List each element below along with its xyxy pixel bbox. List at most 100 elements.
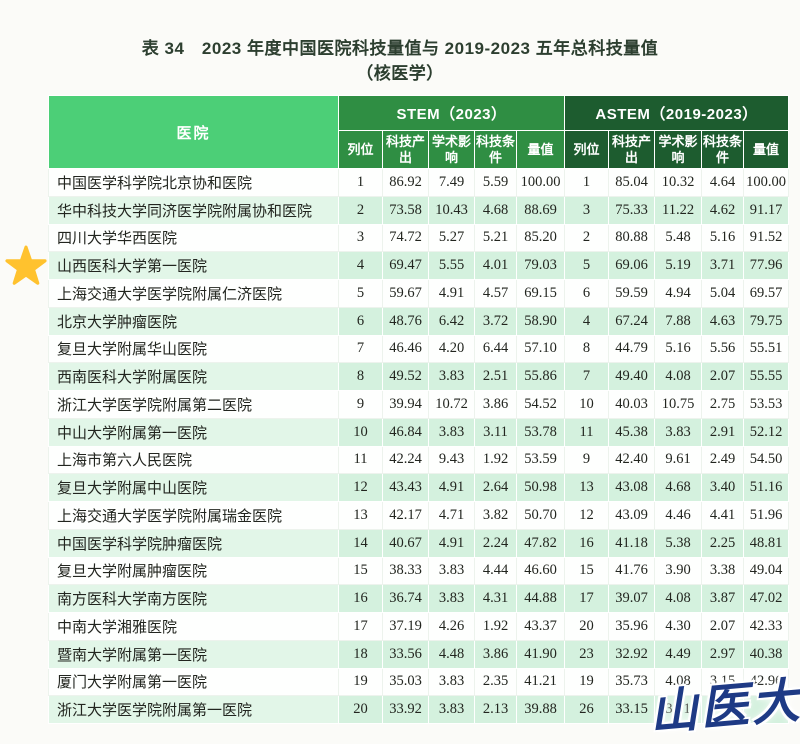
stem-cell: 4 <box>338 251 383 280</box>
stem-cell: 4.91 <box>428 473 475 502</box>
hospital-name: 北京大学肿瘤医院 <box>48 306 339 336</box>
stem-cell: 7.49 <box>428 168 475 197</box>
table-row: 上海交通大学医学院附属仁济医院 5 59.67 4.91 4.57 69.15 6 59.59… <box>48 279 790 308</box>
stem-cell: 7 <box>338 334 383 364</box>
table-row: 南方医科大学南方医院 16 36.74 3.83 4.31 44.88 17 39.07 4.0… <box>48 584 790 613</box>
astem-cell: 59.59 <box>608 279 656 308</box>
astem-cell: 4.68 <box>654 473 703 502</box>
stem-cell: 5.21 <box>474 223 517 253</box>
stem-cell: 1 <box>338 168 383 197</box>
astem-cell: 55.55 <box>743 362 790 391</box>
stem-cell: 4.71 <box>428 501 475 530</box>
stem-cell: 10.72 <box>428 390 475 419</box>
stem-cell: 69.15 <box>515 279 566 308</box>
watermark: 山医大 <box>647 672 800 742</box>
astem-cell: 13 <box>564 473 610 502</box>
astem-cell: 4.49 <box>654 639 703 669</box>
astem-cell: 2 <box>564 223 610 253</box>
astem-cell: 15 <box>564 556 610 586</box>
astem-cell: 51.96 <box>743 501 790 530</box>
stem-cell: 50.98 <box>515 473 566 502</box>
astem-cell: 5.38 <box>654 528 703 558</box>
astem-cell: 3 <box>564 195 610 225</box>
stem-cell: 79.03 <box>515 251 566 280</box>
stem-cell: 37.19 <box>382 612 429 641</box>
stem-cell: 12 <box>338 473 383 502</box>
hospital-name: 浙江大学医学院附属第二医院 <box>48 390 339 419</box>
table-row: 厦门大学附属第一医院 19 35.03 3.83 2.35 41.21 19 35.73 4.0… <box>48 667 790 697</box>
astem-cell: 49.04 <box>743 556 790 586</box>
astem-cell: 5.16 <box>654 334 703 364</box>
astem-cell: 33.15 <box>608 695 656 724</box>
stem-cell: 16 <box>338 584 383 613</box>
astem-cell: 4.63 <box>701 306 745 336</box>
astem-cell: 49.40 <box>608 362 656 391</box>
stem-cell: 3.82 <box>474 501 517 530</box>
astem-cell: 9.61 <box>654 445 703 475</box>
astem-cell: 42.33 <box>743 612 790 641</box>
stem-cell: 3.83 <box>428 417 475 447</box>
astem-cell: 79.75 <box>743 306 790 336</box>
table-row: 暨南大学附属第一医院 18 33.56 4.48 3.86 41.90 23 32.92 4.4… <box>48 639 790 669</box>
hospital-name: 上海交通大学医学院附属瑞金医院 <box>48 501 339 530</box>
astem-cell: 41.18 <box>608 528 656 558</box>
stem-cell: 88.69 <box>515 195 566 225</box>
stem-cell: 1.92 <box>474 445 517 475</box>
stem-cell: 3.11 <box>474 417 517 447</box>
stem-cell: 57.10 <box>515 334 566 364</box>
stem-cell: 1.92 <box>474 612 517 641</box>
table-row: 复旦大学附属中山医院 12 43.43 4.91 2.64 50.98 13 43.08 4.6… <box>48 473 790 502</box>
astem-cell: 42.96 <box>743 667 790 697</box>
astem-cell: 2.25 <box>701 528 745 558</box>
astem-cell: 100.00 <box>743 168 790 197</box>
stem-cell: 43.43 <box>382 473 429 502</box>
stem-cell: 41.21 <box>515 667 566 697</box>
header-group-row: 医院 STEM（2023） ASTEM（2019-2023） <box>48 95 790 169</box>
title-line2: （核医学） <box>356 64 444 83</box>
stem-cell: 2 <box>338 195 383 225</box>
stem-cell: 53.59 <box>515 445 566 475</box>
astem-cell: 23 <box>564 639 610 669</box>
astem-cell: 2.97 <box>701 639 745 669</box>
stem-cell: 2.35 <box>474 667 517 697</box>
stem-cell: 3.83 <box>428 667 475 697</box>
stem-cell: 3.86 <box>474 390 517 419</box>
stem-cell: 59.67 <box>382 279 429 308</box>
hospital-name: 南方医科大学南方医院 <box>48 584 339 613</box>
column-group-astem: ASTEM（2019-2023） <box>564 95 790 131</box>
table-row: 山西医科大学第一医院 4 69.47 5.55 4.01 79.03 5 69.06 5.19 3… <box>48 251 790 280</box>
hospital-name: 复旦大学附属中山医院 <box>48 473 339 502</box>
astem-cell: 32.92 <box>608 639 656 669</box>
astem-cell: 4.46 <box>654 501 703 530</box>
astem-cell: 4.62 <box>701 195 745 225</box>
stem-cell: 3.83 <box>428 695 475 724</box>
stem-cell: 36.74 <box>382 584 429 613</box>
astem-cell: 7 <box>564 362 610 391</box>
table-row: 四川大学华西医院 3 74.72 5.27 5.21 85.20 2 80.88 5.48 5.1… <box>48 223 790 253</box>
stem-cell: 43.37 <box>515 612 566 641</box>
astem-cell: 40.03 <box>608 390 656 419</box>
stem-cell: 49.52 <box>382 362 429 391</box>
astem-cell: 40.38 <box>743 639 790 669</box>
column-header-astem-0: 列位 <box>564 130 610 169</box>
stem-cell: 39.94 <box>382 390 429 419</box>
astem-cell: 3.71 <box>701 251 745 280</box>
astem-cell: 5.48 <box>654 223 703 253</box>
astem-cell: 69.57 <box>743 279 790 308</box>
stem-cell: 8 <box>338 362 383 391</box>
stem-cell: 3.86 <box>474 639 517 669</box>
hospital-name: 中南大学湘雅医院 <box>48 612 339 641</box>
hospital-name: 四川大学华西医院 <box>48 223 339 253</box>
stem-cell: 73.58 <box>382 195 429 225</box>
hospital-name: 上海交通大学医学院附属仁济医院 <box>48 279 339 308</box>
column-header-stem-4: 量值 <box>515 130 566 169</box>
stem-cell: 11 <box>338 445 383 475</box>
astem-cell: 3.83 <box>654 417 703 447</box>
table-row: 中山大学附属第一医院 10 46.84 3.83 3.11 53.78 11 45.38 3.8… <box>48 417 790 447</box>
hospital-name: 浙江大学医学院附属第一医院 <box>48 695 339 724</box>
astem-cell: 91.17 <box>743 195 790 225</box>
stem-cell: 18 <box>338 639 383 669</box>
stem-cell: 2.24 <box>474 528 517 558</box>
stem-cell: 47.82 <box>515 528 566 558</box>
stem-cell: 100.00 <box>515 168 566 197</box>
